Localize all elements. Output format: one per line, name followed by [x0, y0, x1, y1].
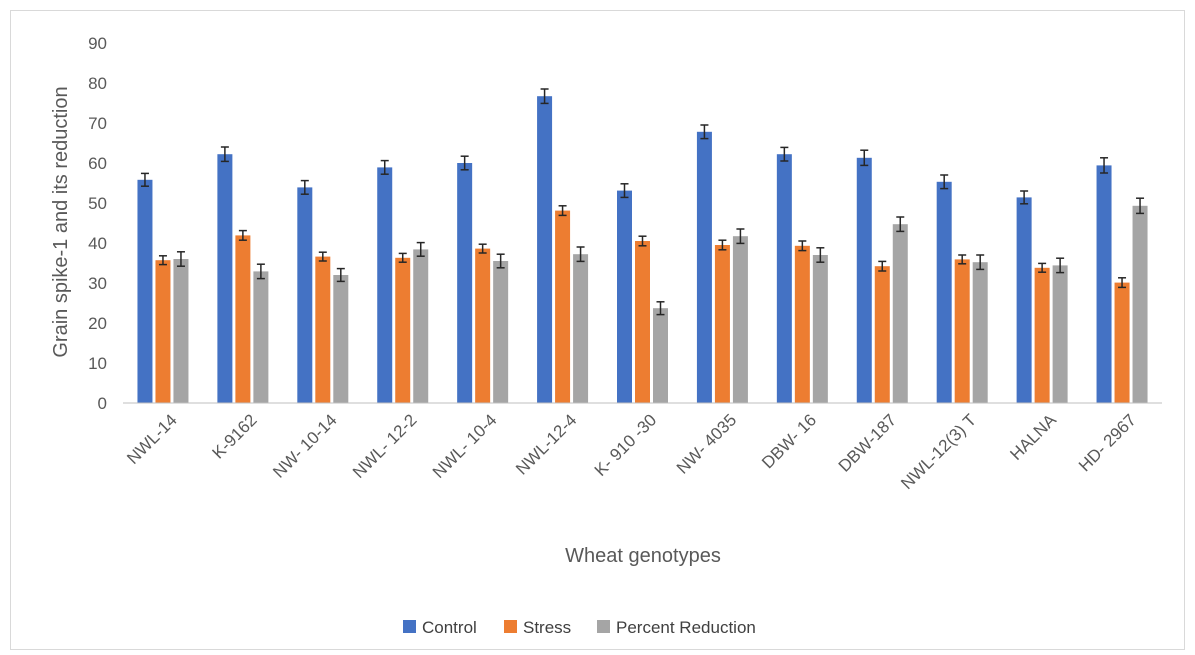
y-tick-label: 40 — [88, 234, 107, 253]
bar — [874, 266, 890, 403]
y-axis: 0 10 20 30 40 50 60 70 80 90 — [88, 34, 107, 413]
bar — [493, 261, 509, 403]
legend-label: Percent Reduction — [616, 618, 756, 637]
bar — [1132, 205, 1148, 403]
y-tick-label: 10 — [88, 354, 107, 373]
bar — [1096, 165, 1112, 403]
y-tick-label: 90 — [88, 34, 107, 53]
x-tick-label: HALNA — [1006, 410, 1060, 464]
bar — [972, 262, 988, 403]
bar — [377, 167, 393, 403]
bar — [555, 210, 571, 403]
x-axis: NWL-14 K-9162 NW- 10-14 NWL- 12-2 NWL- 10-4 N… — [123, 402, 1162, 493]
bar — [732, 236, 748, 403]
bar — [617, 190, 632, 403]
bar — [856, 157, 872, 403]
bars — [137, 96, 1148, 404]
bar — [155, 260, 171, 403]
bar — [776, 154, 792, 403]
bar — [475, 248, 491, 403]
bar — [1114, 282, 1130, 403]
error-bars — [140, 88, 1145, 316]
y-tick-label: 20 — [88, 314, 107, 333]
x-tick-label: NWL-14 — [123, 410, 181, 468]
x-tick-label: HD- 2967 — [1075, 410, 1140, 475]
x-tick-label: NW- 10-14 — [269, 410, 340, 481]
bar — [714, 245, 730, 403]
y-tick-label: 80 — [88, 74, 107, 93]
bar — [137, 179, 153, 403]
x-tick-label: NWL- 10-4 — [429, 410, 501, 482]
bar — [892, 224, 908, 403]
y-tick-label: 70 — [88, 114, 107, 133]
legend-swatch — [403, 620, 416, 633]
bar — [1016, 197, 1032, 403]
bar — [395, 257, 411, 403]
y-tick-label: 30 — [88, 274, 107, 293]
bar — [297, 187, 313, 403]
y-tick-label: 50 — [88, 194, 107, 213]
x-tick-label: DBW-187 — [835, 410, 900, 475]
chart-frame — [10, 10, 1185, 650]
legend: Control Stress Percent Reduction — [403, 618, 756, 637]
bar — [315, 256, 331, 403]
x-tick-label: NWL-12-4 — [512, 410, 580, 478]
bar — [413, 249, 429, 403]
bar — [217, 154, 233, 403]
x-tick-label: K-9162 — [209, 410, 261, 462]
x-tick-label: K- 910 -30 — [591, 410, 661, 480]
x-tick-label: NWL- 12-2 — [349, 410, 421, 482]
bar — [1034, 267, 1050, 403]
legend-label: Stress — [523, 618, 571, 637]
bar — [794, 245, 810, 403]
legend-swatch — [597, 620, 610, 633]
y-tick-label: 60 — [88, 154, 107, 173]
x-tick-label: NWL-12(3) T — [897, 410, 980, 493]
x-tick-label: NW- 4035 — [673, 410, 740, 477]
bar — [1052, 265, 1068, 403]
x-tick-label: DBW- 16 — [758, 410, 820, 472]
bar — [635, 241, 650, 403]
bar — [954, 259, 970, 403]
y-tick-label: 0 — [98, 394, 107, 413]
x-axis-title: Wheat genotypes — [565, 545, 721, 567]
bar — [457, 163, 473, 403]
bar — [333, 275, 349, 403]
bar — [173, 259, 189, 403]
legend-swatch — [504, 620, 517, 633]
bar — [235, 235, 251, 403]
bar — [812, 255, 828, 403]
bar — [696, 131, 712, 404]
legend-label: Control — [422, 618, 477, 637]
bar — [653, 308, 668, 403]
bar — [936, 181, 952, 403]
bar — [537, 96, 553, 403]
bar — [573, 254, 589, 403]
bar — [253, 271, 269, 403]
y-axis-title: Grain spike-1 and its reduction — [50, 86, 72, 357]
